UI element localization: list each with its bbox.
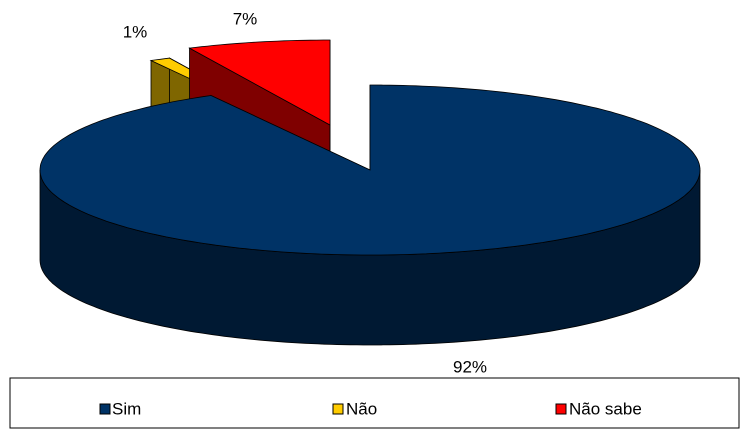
data-label: 7% — [233, 9, 258, 28]
legend-label: Não sabe — [569, 399, 642, 418]
slice — [188, 39, 331, 126]
slice — [39, 84, 701, 346]
legend-label: Sim — [112, 399, 141, 418]
legend-swatch — [332, 403, 344, 415]
data-label: 92% — [453, 357, 487, 376]
legend-label: Não — [346, 399, 377, 418]
slice — [39, 84, 701, 256]
data-label: 1% — [123, 22, 148, 41]
legend-box — [9, 377, 740, 429]
legend-swatch — [555, 403, 567, 415]
legend-swatch — [99, 403, 111, 415]
